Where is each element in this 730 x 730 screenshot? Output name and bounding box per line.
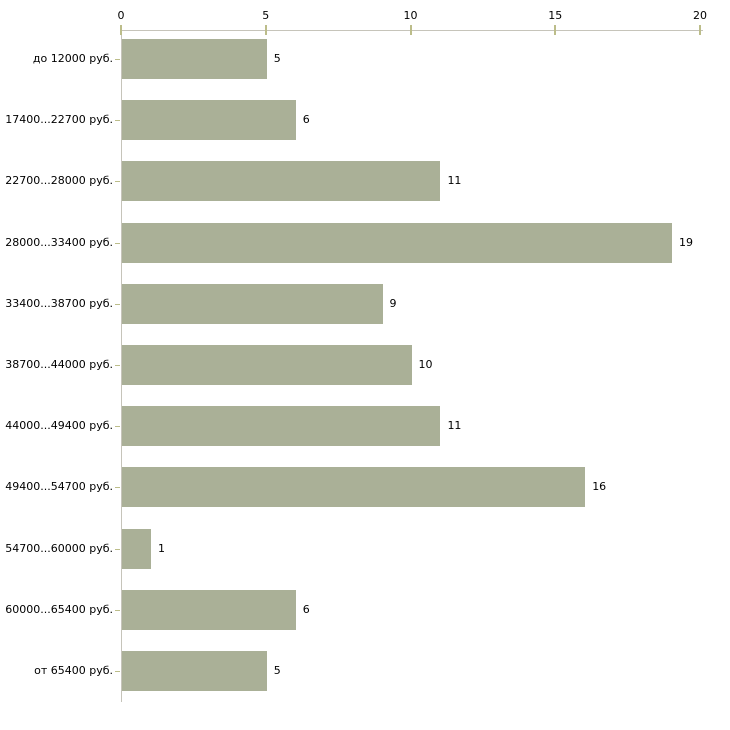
- bar-row: 33400...38700 руб. 9: [0, 283, 730, 324]
- bar-row: 28000...33400 руб. 19: [0, 222, 730, 263]
- x-tick-label: 10: [403, 9, 418, 22]
- x-tick-mark: [409, 25, 412, 35]
- value-label: 1: [157, 541, 165, 555]
- category-label: 54700...60000 руб.: [5, 541, 113, 555]
- bar: [122, 100, 296, 141]
- value-label: 5: [273, 52, 281, 65]
- bar-row: от 65400 руб. 5: [0, 651, 730, 691]
- value-label: 9: [389, 296, 397, 310]
- bar: [122, 528, 151, 569]
- bar-row: 17400...22700 руб. 6: [0, 100, 730, 141]
- category-label: 38700...44000 руб.: [5, 358, 113, 371]
- category-label: 28000...33400 руб.: [5, 235, 113, 249]
- category-tick-mark: [115, 671, 120, 672]
- bar: [122, 222, 673, 263]
- category-label: 22700...28000 руб.: [5, 174, 113, 188]
- bar-row: до 12000 руб. 5: [0, 39, 730, 79]
- value-label: 6: [302, 602, 310, 616]
- value-label: 10: [418, 358, 433, 371]
- category-label: 33400...38700 руб.: [5, 296, 113, 310]
- category-tick-mark: [115, 120, 120, 122]
- bar: [122, 345, 412, 385]
- value-label: 5: [273, 664, 281, 677]
- category-tick-mark: [115, 609, 120, 611]
- bar-row: 54700...60000 руб. 1: [0, 528, 730, 569]
- value-label: 11: [447, 174, 462, 188]
- bar-row: 22700...28000 руб. 11: [0, 161, 730, 202]
- category-label: от 65400 руб.: [34, 664, 113, 677]
- category-label: 44000...49400 руб.: [5, 419, 113, 433]
- x-axis-line: [121, 30, 703, 31]
- x-tick-label: 0: [117, 9, 125, 22]
- x-tick-label: 20: [693, 9, 707, 22]
- x-tick-mark: [120, 25, 122, 35]
- category-label: до 12000 руб.: [32, 52, 113, 65]
- category-tick-mark: [115, 426, 120, 428]
- category-tick-mark: [115, 303, 120, 305]
- bar: [122, 651, 267, 691]
- x-tick-mark: [554, 25, 557, 35]
- category-tick-mark: [115, 181, 120, 183]
- category-tick-mark: [115, 487, 120, 489]
- category-tick-mark: [115, 365, 120, 366]
- bar: [122, 161, 441, 202]
- x-tick-label: 5: [262, 9, 270, 22]
- x-tick-mark: [699, 25, 701, 35]
- bar-row: 38700...44000 руб. 10: [0, 345, 730, 385]
- category-label: 60000...65400 руб.: [5, 602, 113, 616]
- category-tick-mark: [115, 548, 120, 550]
- value-label: 11: [447, 419, 462, 433]
- category-tick-mark: [115, 59, 120, 60]
- y-axis-line: [121, 30, 122, 702]
- value-label: 6: [302, 113, 310, 127]
- bar: [122, 589, 296, 630]
- category-label: 17400...22700 руб.: [5, 113, 113, 127]
- category-label: 49400...54700 руб.: [5, 480, 113, 494]
- bar-row: 60000...65400 руб. 6: [0, 589, 730, 630]
- bar-row: 44000...49400 руб. 11: [0, 406, 730, 447]
- value-label: 16: [592, 480, 607, 494]
- bar: [122, 406, 441, 447]
- bar: [122, 39, 267, 79]
- bar: [122, 467, 586, 508]
- x-tick-mark: [264, 25, 267, 35]
- x-tick-label: 15: [548, 9, 563, 22]
- value-label: 19: [679, 235, 694, 249]
- category-tick-mark: [115, 242, 120, 244]
- bar: [122, 283, 383, 324]
- bar-row: 49400...54700 руб. 16: [0, 467, 730, 508]
